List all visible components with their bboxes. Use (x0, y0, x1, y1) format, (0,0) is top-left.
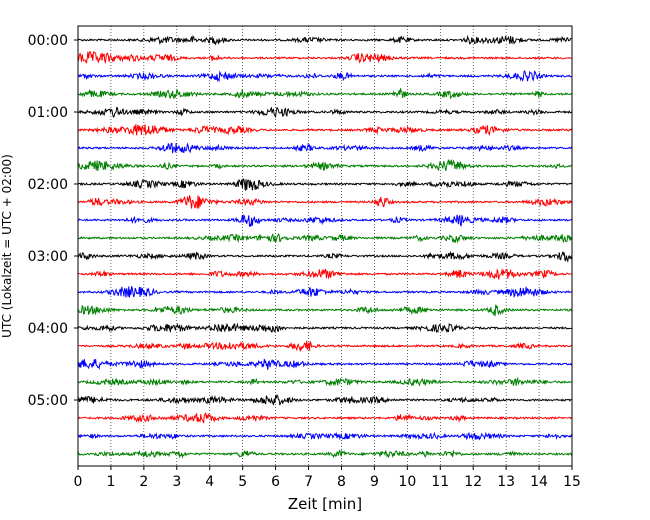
x-tick-label: 9 (370, 474, 379, 490)
trace-line (77, 286, 573, 298)
y-axis-ticks: 00:00 01:00 02:00 03:00 04:00 05:00 (28, 33, 78, 409)
trace-line (77, 393, 573, 406)
x-tick-label: 7 (304, 474, 313, 490)
x-tick-label: 13 (497, 474, 515, 490)
trace-line (77, 178, 573, 191)
trace-line (77, 322, 573, 334)
x-tick-label: 10 (398, 474, 416, 490)
trace-line (77, 233, 573, 244)
y-tick-label: 03:00 (28, 249, 68, 265)
x-tick-label: 8 (337, 474, 346, 490)
vertical-grid (110, 26, 540, 466)
x-tick-label: 11 (431, 474, 449, 490)
trace-line (77, 195, 573, 209)
trace-line (77, 70, 573, 83)
x-tick-label: 4 (205, 474, 214, 490)
trace-line (77, 142, 573, 154)
x-axis-ticks: 0 1 2 3 4 5 6 7 8 9 10 11 12 13 14 15 (74, 466, 581, 490)
trace-line (77, 88, 573, 100)
trace-line (77, 159, 573, 172)
y-tick-label: 00:00 (28, 33, 68, 49)
trace-line (77, 340, 573, 352)
trace-line (77, 251, 573, 263)
x-tick-label: 1 (106, 474, 115, 490)
x-tick-label: 6 (271, 474, 280, 490)
trace-line (77, 34, 573, 46)
x-tick-label: 5 (238, 474, 247, 490)
trace-line (77, 124, 573, 137)
y-tick-label: 01:00 (28, 105, 68, 121)
trace-line (77, 358, 573, 370)
trace-line (77, 268, 573, 280)
trace-line (77, 106, 573, 119)
plot-frame (77, 25, 573, 467)
trace-line (77, 431, 573, 441)
y-tick-label: 05:00 (28, 393, 68, 409)
trace-line (77, 412, 573, 424)
trace-line (77, 449, 573, 459)
trace-line (77, 376, 573, 387)
x-tick-label: 2 (139, 474, 148, 490)
trace-line (77, 214, 573, 227)
x-tick-label: 15 (563, 474, 581, 490)
x-tick-label: 14 (530, 474, 548, 490)
trace-line (77, 304, 573, 317)
x-axis-label: Zeit [min] (288, 495, 362, 513)
x-tick-label: 12 (464, 474, 482, 490)
trace-line (77, 50, 573, 64)
x-tick-label: 0 (74, 474, 83, 490)
y-tick-label: 04:00 (28, 321, 68, 337)
seismogram-traces (77, 34, 573, 459)
y-tick-label: 02:00 (28, 177, 68, 193)
x-tick-label: 3 (172, 474, 181, 490)
y-axis-label: UTC (Lokalzeit = UTC + 02:00) (0, 154, 14, 338)
